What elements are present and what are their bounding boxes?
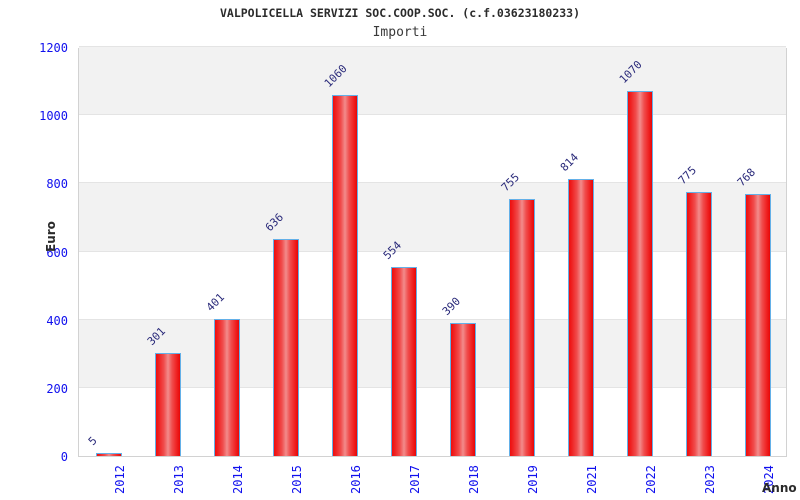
x-axis-tick-2022: 2022 [644, 465, 659, 494]
bar-2013[interactable] [154, 353, 181, 456]
bar-2015[interactable] [272, 239, 299, 456]
plot-band [79, 47, 786, 116]
gridline [79, 318, 786, 320]
plot-band [79, 183, 786, 252]
y-axis-tick-800: 800 [46, 177, 68, 192]
x-axis-tick-2016: 2016 [348, 465, 363, 494]
y-axis-tick-1200: 1200 [39, 41, 68, 55]
gridline [79, 114, 786, 116]
y-axis-tick-600: 600 [46, 245, 68, 260]
gridline [79, 386, 786, 388]
chart-subtitle: Importi [372, 25, 428, 40]
x-axis-tick-2012: 2012 [112, 465, 127, 494]
bar-2023[interactable] [686, 191, 713, 456]
bar-2022[interactable] [627, 91, 654, 456]
gridline [79, 250, 786, 252]
y-axis-tick-1000: 1000 [39, 109, 68, 124]
y-axis-tick-200: 200 [46, 381, 68, 396]
y-axis-tick-labels: 0 200 400 600 800 1000 1200 [0, 0, 72, 500]
x-axis-tick-2018: 2018 [467, 465, 482, 494]
x-axis-tick-2019: 2019 [526, 465, 541, 494]
x-axis-tick-2021: 2021 [585, 465, 600, 494]
x-axis-tick-2015: 2015 [289, 465, 304, 494]
plot-band [79, 319, 786, 388]
y-axis-tick-0: 0 [60, 450, 68, 464]
bar-2016[interactable] [331, 94, 358, 456]
gridline [79, 46, 786, 47]
bar-2012[interactable] [95, 453, 122, 456]
x-axis-tick-2017: 2017 [407, 465, 422, 494]
bar-2021[interactable] [568, 178, 595, 456]
bar-2018[interactable] [450, 323, 477, 456]
chart-title: VALPOLICELLA SERVIZI SOC.COOP.SOC. (c.f.… [219, 6, 581, 20]
y-axis-title: Euro [44, 221, 58, 252]
gridline [79, 182, 786, 184]
bar-2017[interactable] [390, 267, 417, 456]
x-axis-tick-2014: 2014 [230, 465, 245, 494]
bar-2024[interactable] [745, 194, 772, 456]
x-axis-tick-2013: 2013 [171, 465, 186, 494]
y-axis-tick-400: 400 [46, 313, 68, 328]
bar-2014[interactable] [213, 319, 240, 456]
bar-2019[interactable] [509, 198, 536, 456]
x-axis-title: Anno [762, 481, 797, 495]
plot-area: 5 301 401 636 1060 554 390 755 814 1070 775 768 [78, 46, 787, 457]
x-axis-tick-2023: 2023 [703, 465, 718, 494]
